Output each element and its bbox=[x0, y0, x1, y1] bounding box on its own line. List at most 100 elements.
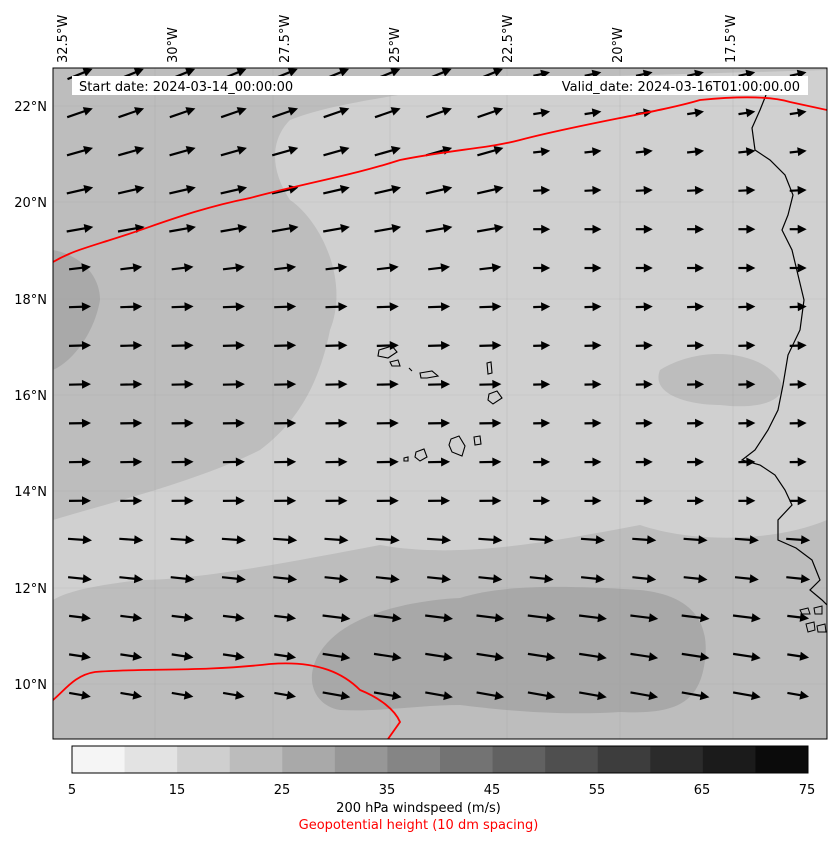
wind-vector-head bbox=[235, 690, 245, 700]
colorbar-swatch bbox=[597, 746, 651, 773]
wind-vector-head bbox=[237, 185, 248, 194]
wind-vector-head bbox=[236, 574, 246, 584]
graticule bbox=[53, 68, 827, 739]
colorbar-swatch bbox=[282, 746, 336, 773]
wind-vector-head bbox=[82, 574, 92, 584]
wind-vector-head bbox=[493, 574, 503, 584]
colorbar bbox=[72, 746, 809, 773]
wind-vector-head bbox=[134, 535, 144, 545]
wind-vector-head bbox=[81, 651, 91, 661]
colorbar-swatch bbox=[72, 746, 126, 773]
wind-vector-head bbox=[185, 107, 196, 116]
wind-vector-head bbox=[751, 691, 761, 701]
colorbar-tick-75: 75 bbox=[799, 783, 816, 798]
longitude-labels: 32.5°W 30°W 27.5°W 25°W 22.5°W 20°W 17.5… bbox=[56, 15, 739, 63]
wind-vector-head bbox=[183, 690, 194, 700]
wind-vector-head bbox=[592, 147, 602, 157]
wind-vector-head bbox=[184, 457, 194, 467]
wind-vector-head bbox=[492, 341, 502, 350]
wind-vector-head bbox=[540, 147, 551, 157]
wind-vector-head bbox=[492, 418, 502, 428]
wind-vector-head bbox=[541, 341, 551, 351]
wind-vector-head bbox=[133, 341, 143, 350]
colorbar-swatch bbox=[650, 746, 704, 773]
colorbar-tick-25: 25 bbox=[274, 783, 291, 798]
lat-label-12n: 12°N bbox=[14, 582, 47, 597]
wind-vector-head bbox=[492, 302, 502, 312]
wind-vector-head bbox=[235, 651, 245, 661]
wind-vector-head bbox=[184, 418, 194, 428]
wind-vector-field bbox=[66, 68, 811, 701]
wind-vector-head bbox=[643, 224, 653, 234]
wind-vector-head bbox=[643, 418, 653, 428]
wind-vector-head bbox=[592, 379, 602, 389]
lon-label-27-5w: 27.5°W bbox=[278, 15, 293, 63]
wind-vector-head bbox=[339, 107, 350, 116]
wind-vector-head bbox=[491, 263, 502, 273]
wind-vector-head bbox=[541, 302, 551, 312]
wind-vector-head bbox=[338, 418, 348, 428]
wind-vector-head bbox=[133, 418, 143, 428]
wind-vector-head bbox=[186, 185, 196, 194]
wind-vector-head bbox=[643, 379, 653, 389]
wind-vector-head bbox=[235, 341, 245, 350]
wind-vector-head bbox=[235, 613, 245, 622]
wind-vector-head bbox=[287, 341, 297, 350]
wind-vector-head bbox=[236, 107, 247, 116]
wind-vector-head bbox=[338, 457, 348, 467]
lat-label-20n: 20°N bbox=[14, 196, 47, 211]
wind-vector-head bbox=[494, 652, 505, 662]
colorbar-swatch bbox=[492, 746, 546, 773]
lat-label-22n: 22°N bbox=[14, 100, 47, 115]
wind-vector-head bbox=[493, 535, 503, 545]
wind-vector-head bbox=[389, 379, 399, 389]
wind-vector-head bbox=[185, 68, 196, 77]
lat-label-16n: 16°N bbox=[14, 389, 47, 404]
wind-vector-head bbox=[133, 574, 144, 584]
wind-vector-head bbox=[797, 263, 807, 273]
wind-vector-head bbox=[82, 107, 93, 116]
wind-vector-head bbox=[134, 146, 145, 155]
wind-vector-head bbox=[340, 652, 351, 662]
wind-vector-head bbox=[133, 379, 143, 389]
wind-vector-head bbox=[287, 379, 297, 389]
wind-vector-head bbox=[797, 108, 807, 118]
wind-vector-head bbox=[492, 68, 503, 77]
wind-vector-head bbox=[797, 185, 807, 195]
wind-vector-head bbox=[390, 68, 401, 77]
colorbar-border bbox=[71, 745, 809, 774]
wind-vector-head bbox=[443, 691, 453, 701]
wind-vector-head bbox=[699, 691, 710, 701]
windspeed-fill-coastal-patch bbox=[658, 353, 782, 407]
wind-vector-head bbox=[134, 107, 145, 116]
wind-vector-head bbox=[340, 613, 351, 623]
wind-vector-head bbox=[746, 185, 756, 195]
wind-vector-head bbox=[286, 613, 297, 622]
wind-vector-head bbox=[493, 185, 504, 194]
latitude-labels: 22°N 20°N 18°N 16°N 14°N 12°N 10°N bbox=[14, 100, 47, 693]
wind-vector-head bbox=[236, 535, 246, 545]
colorbar-swatch bbox=[229, 746, 283, 773]
wind-vector-head bbox=[592, 185, 602, 195]
wind-vector-head bbox=[340, 691, 351, 701]
wind-vector-head bbox=[749, 535, 759, 545]
wind-vector-head bbox=[592, 496, 602, 506]
wind-vector-head bbox=[441, 68, 452, 77]
wind-vector-head bbox=[235, 302, 245, 312]
wind-vector-head bbox=[698, 535, 708, 545]
wind-vector-head bbox=[700, 613, 710, 623]
wind-vector-head bbox=[81, 690, 91, 700]
wind-vector-head bbox=[749, 574, 759, 584]
wind-vector-head bbox=[441, 457, 451, 467]
wind-vector-head bbox=[540, 108, 551, 118]
wind-vector-head bbox=[694, 147, 705, 157]
wind-vector-head bbox=[390, 535, 400, 545]
valid-date-label: Valid_date: 2024-03-16T01:00:00.00 bbox=[562, 80, 800, 95]
wind-vector-head bbox=[338, 496, 348, 506]
wind-vector-head bbox=[646, 574, 657, 584]
wind-vector-head bbox=[799, 690, 809, 700]
wind-vector-head bbox=[546, 613, 556, 623]
wind-vector-head bbox=[695, 418, 705, 428]
wind-vector-head bbox=[339, 574, 349, 584]
